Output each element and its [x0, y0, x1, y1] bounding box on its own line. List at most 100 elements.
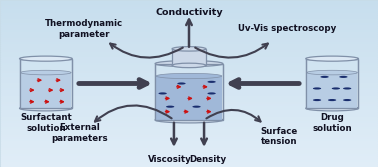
- Ellipse shape: [339, 76, 347, 78]
- Bar: [1, 61, 377, 63]
- Bar: [1, 19, 377, 21]
- Bar: [1, 158, 377, 160]
- Bar: [172, 49, 206, 65]
- Bar: [1, 104, 377, 106]
- Bar: [1, 26, 377, 28]
- Ellipse shape: [166, 106, 174, 108]
- Bar: [21, 73, 71, 108]
- Bar: [1, 30, 377, 32]
- Bar: [1, 79, 377, 81]
- Bar: [1, 67, 377, 69]
- Bar: [1, 28, 377, 30]
- Bar: [1, 113, 377, 115]
- Bar: [1, 52, 377, 54]
- Bar: [1, 129, 377, 131]
- Bar: [1, 50, 377, 52]
- Bar: [1, 106, 377, 108]
- Ellipse shape: [306, 56, 358, 61]
- Bar: [1, 100, 377, 102]
- Bar: [1, 44, 377, 46]
- FancyArrowPatch shape: [206, 110, 260, 122]
- Text: Conductivity: Conductivity: [155, 8, 223, 17]
- Bar: [1, 59, 377, 61]
- Bar: [1, 63, 377, 65]
- Ellipse shape: [177, 82, 186, 85]
- Ellipse shape: [156, 73, 222, 79]
- Bar: [1, 156, 377, 158]
- Bar: [1, 65, 377, 67]
- Text: Thermodynamic
parameter: Thermodynamic parameter: [45, 19, 122, 39]
- Bar: [1, 7, 377, 9]
- Bar: [156, 76, 222, 120]
- Bar: [1, 117, 377, 119]
- Bar: [1, 77, 377, 79]
- Ellipse shape: [343, 99, 351, 101]
- Bar: [1, 71, 377, 73]
- Text: External
parameters: External parameters: [51, 123, 108, 143]
- Bar: [1, 119, 377, 121]
- Bar: [1, 1, 377, 3]
- Bar: [1, 11, 377, 13]
- Text: Drug
solution: Drug solution: [312, 113, 352, 133]
- Bar: [1, 13, 377, 15]
- Bar: [1, 73, 377, 75]
- Bar: [1, 98, 377, 100]
- Ellipse shape: [328, 99, 336, 101]
- Bar: [1, 133, 377, 135]
- Bar: [1, 102, 377, 104]
- Bar: [1, 3, 377, 5]
- Bar: [1, 146, 377, 148]
- Bar: [1, 135, 377, 137]
- Ellipse shape: [155, 117, 223, 123]
- Bar: [1, 9, 377, 11]
- Bar: [1, 17, 377, 19]
- Bar: [1, 148, 377, 150]
- Bar: [307, 73, 357, 108]
- Text: Surfactant
solution: Surfactant solution: [20, 113, 72, 133]
- Ellipse shape: [20, 106, 72, 111]
- Ellipse shape: [313, 99, 321, 101]
- Bar: [1, 36, 377, 38]
- FancyArrowPatch shape: [195, 44, 268, 58]
- Ellipse shape: [192, 106, 201, 108]
- Ellipse shape: [306, 106, 358, 111]
- Bar: [1, 24, 377, 26]
- Bar: [1, 32, 377, 34]
- Bar: [1, 125, 377, 127]
- Bar: [1, 123, 377, 125]
- Bar: [306, 59, 358, 108]
- Bar: [20, 59, 72, 108]
- Bar: [1, 121, 377, 123]
- Bar: [1, 162, 377, 164]
- Ellipse shape: [172, 47, 206, 51]
- Bar: [1, 57, 377, 59]
- Bar: [1, 5, 377, 7]
- Bar: [1, 143, 377, 146]
- Bar: [1, 42, 377, 44]
- Bar: [20, 59, 72, 108]
- Bar: [1, 115, 377, 117]
- Bar: [1, 90, 377, 92]
- Bar: [1, 152, 377, 154]
- FancyArrowPatch shape: [110, 44, 183, 58]
- Ellipse shape: [313, 87, 321, 90]
- Bar: [1, 94, 377, 96]
- Bar: [1, 81, 377, 84]
- Bar: [1, 21, 377, 24]
- Ellipse shape: [21, 70, 71, 75]
- Bar: [1, 164, 377, 166]
- Bar: [1, 15, 377, 17]
- Bar: [1, 54, 377, 57]
- Text: Density: Density: [189, 155, 226, 164]
- Bar: [155, 64, 223, 120]
- Bar: [1, 137, 377, 139]
- Bar: [1, 141, 377, 143]
- FancyArrowPatch shape: [95, 105, 172, 122]
- Text: Uv-Vis spectroscopy: Uv-Vis spectroscopy: [238, 24, 336, 33]
- Text: Surface
tension: Surface tension: [261, 127, 298, 146]
- Ellipse shape: [172, 63, 206, 68]
- Ellipse shape: [332, 87, 340, 90]
- Ellipse shape: [321, 76, 329, 78]
- Bar: [1, 75, 377, 77]
- Bar: [1, 69, 377, 71]
